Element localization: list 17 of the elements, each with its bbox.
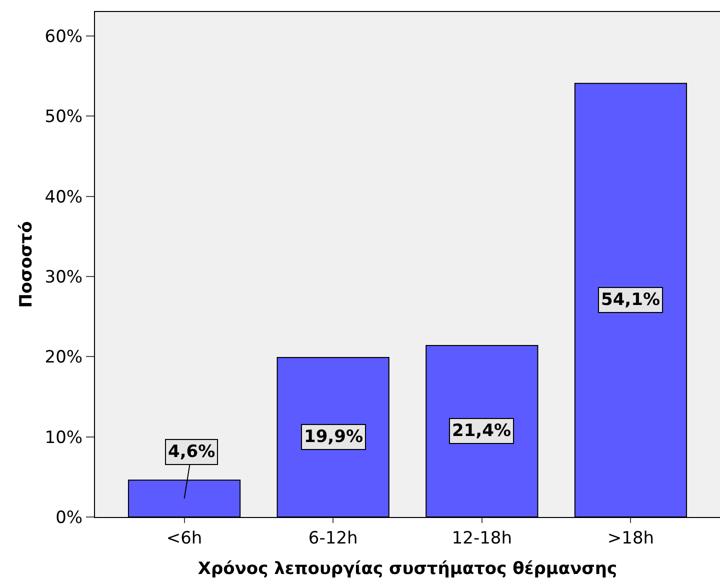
x-tick-label: >18h (607, 528, 654, 548)
y-tick-label: 30% (44, 267, 83, 288)
y-tick-label: 50% (44, 107, 83, 128)
y-tick-label: 60% (44, 27, 83, 47)
x-tick-label: <6h (166, 528, 202, 548)
data-label: 4,6% (168, 442, 216, 462)
x-tick-label: 6-12h (308, 528, 358, 548)
y-tick-label: 40% (44, 187, 83, 208)
x-tick-label: 12-18h (452, 528, 512, 548)
y-tick-label: 20% (44, 348, 83, 368)
y-axis-title: Ποσοστό (16, 221, 36, 308)
y-tick-label: 0% (56, 508, 83, 528)
data-label: 19,9% (304, 427, 363, 447)
y-tick-label: 10% (44, 428, 83, 448)
x-axis-title: Χρόνος λεπουργίας συστήματος θέρμανσης (198, 558, 618, 579)
data-label: 21,4% (452, 421, 511, 441)
data-label: 54,1% (601, 290, 660, 310)
